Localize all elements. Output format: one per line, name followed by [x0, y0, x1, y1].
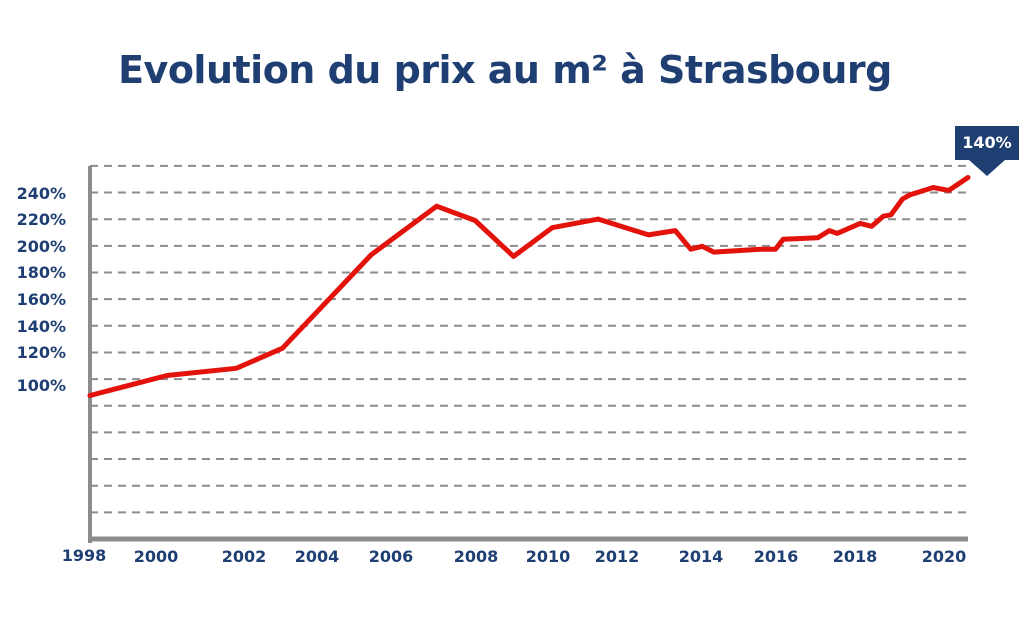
- x-tick-label: 2014: [679, 547, 724, 566]
- series-layer: [87, 175, 971, 398]
- badge-label: 140%: [962, 133, 1011, 152]
- x-tick-label: 2020: [922, 547, 967, 566]
- x-axis-ticks: 1998 2000 2002 2004 2006 2008 2010 2012 2014 2016…: [62, 546, 967, 566]
- grid-lines: [90, 164, 968, 514]
- x-tick-label: 2010: [526, 547, 571, 566]
- y-tick-label: 220%: [17, 210, 66, 229]
- x-tick-label: 2008: [454, 547, 499, 566]
- y-tick-label: 240%: [17, 184, 66, 203]
- y-tick-label: 140%: [17, 317, 66, 336]
- x-tick-label: 2018: [833, 547, 878, 566]
- x-tick-label: 1998: [62, 546, 107, 565]
- x-tick-label: 2012: [595, 547, 640, 566]
- x-tick-label: 2016: [754, 547, 799, 566]
- chart-title: Evolution du prix au m² à Strasbourg: [118, 48, 892, 92]
- axes: [88, 166, 968, 543]
- y-tick-label: 160%: [17, 290, 66, 309]
- series-line: [87, 175, 971, 398]
- x-tick-label: 2002: [222, 547, 267, 566]
- x-tick-label: 2006: [369, 547, 414, 566]
- y-tick-label: 180%: [17, 263, 66, 282]
- y-tick-label: 200%: [17, 237, 66, 256]
- y-tick-label: 100%: [17, 376, 66, 395]
- value-badge: 140%: [955, 126, 1019, 176]
- x-tick-label: 2004: [295, 547, 340, 566]
- x-tick-label: 2000: [134, 547, 179, 566]
- y-tick-label: 120%: [17, 343, 66, 362]
- y-axis-ticks: 100% 120% 140% 160% 180% 200% 220% 240%: [17, 184, 66, 395]
- badge-marker: [955, 126, 1019, 176]
